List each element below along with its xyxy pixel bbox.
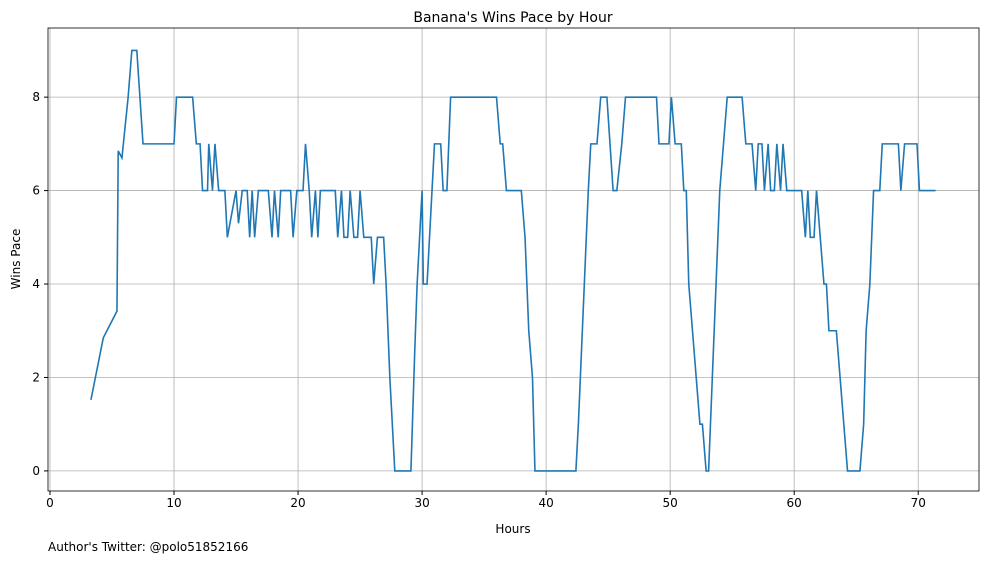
y-tick-label: 8: [32, 90, 40, 104]
x-tick-label: 50: [663, 496, 678, 510]
y-tick-label: 6: [32, 184, 40, 198]
x-tick-label: 30: [414, 496, 429, 510]
data-line: [90, 49, 936, 472]
annotation: Author's Twitter: @polo51852166: [48, 540, 248, 554]
x-tick-label: 60: [787, 496, 802, 510]
x-tick-label: 0: [46, 496, 54, 510]
y-axis-label: Wins Pace: [9, 229, 23, 290]
x-axis-label: Hours: [495, 522, 530, 536]
x-tick-label: 70: [911, 496, 926, 510]
chart-title: Banana's Wins Pace by Hour: [413, 10, 612, 26]
plot-frame: [47, 27, 980, 492]
y-tick-label: 2: [32, 370, 40, 384]
y-tick-label: 4: [32, 277, 40, 291]
x-tick-label: 40: [538, 496, 553, 510]
x-tick-label: 20: [290, 496, 305, 510]
x-tick-label: 10: [166, 496, 181, 510]
y-tick-label: 0: [32, 464, 40, 478]
